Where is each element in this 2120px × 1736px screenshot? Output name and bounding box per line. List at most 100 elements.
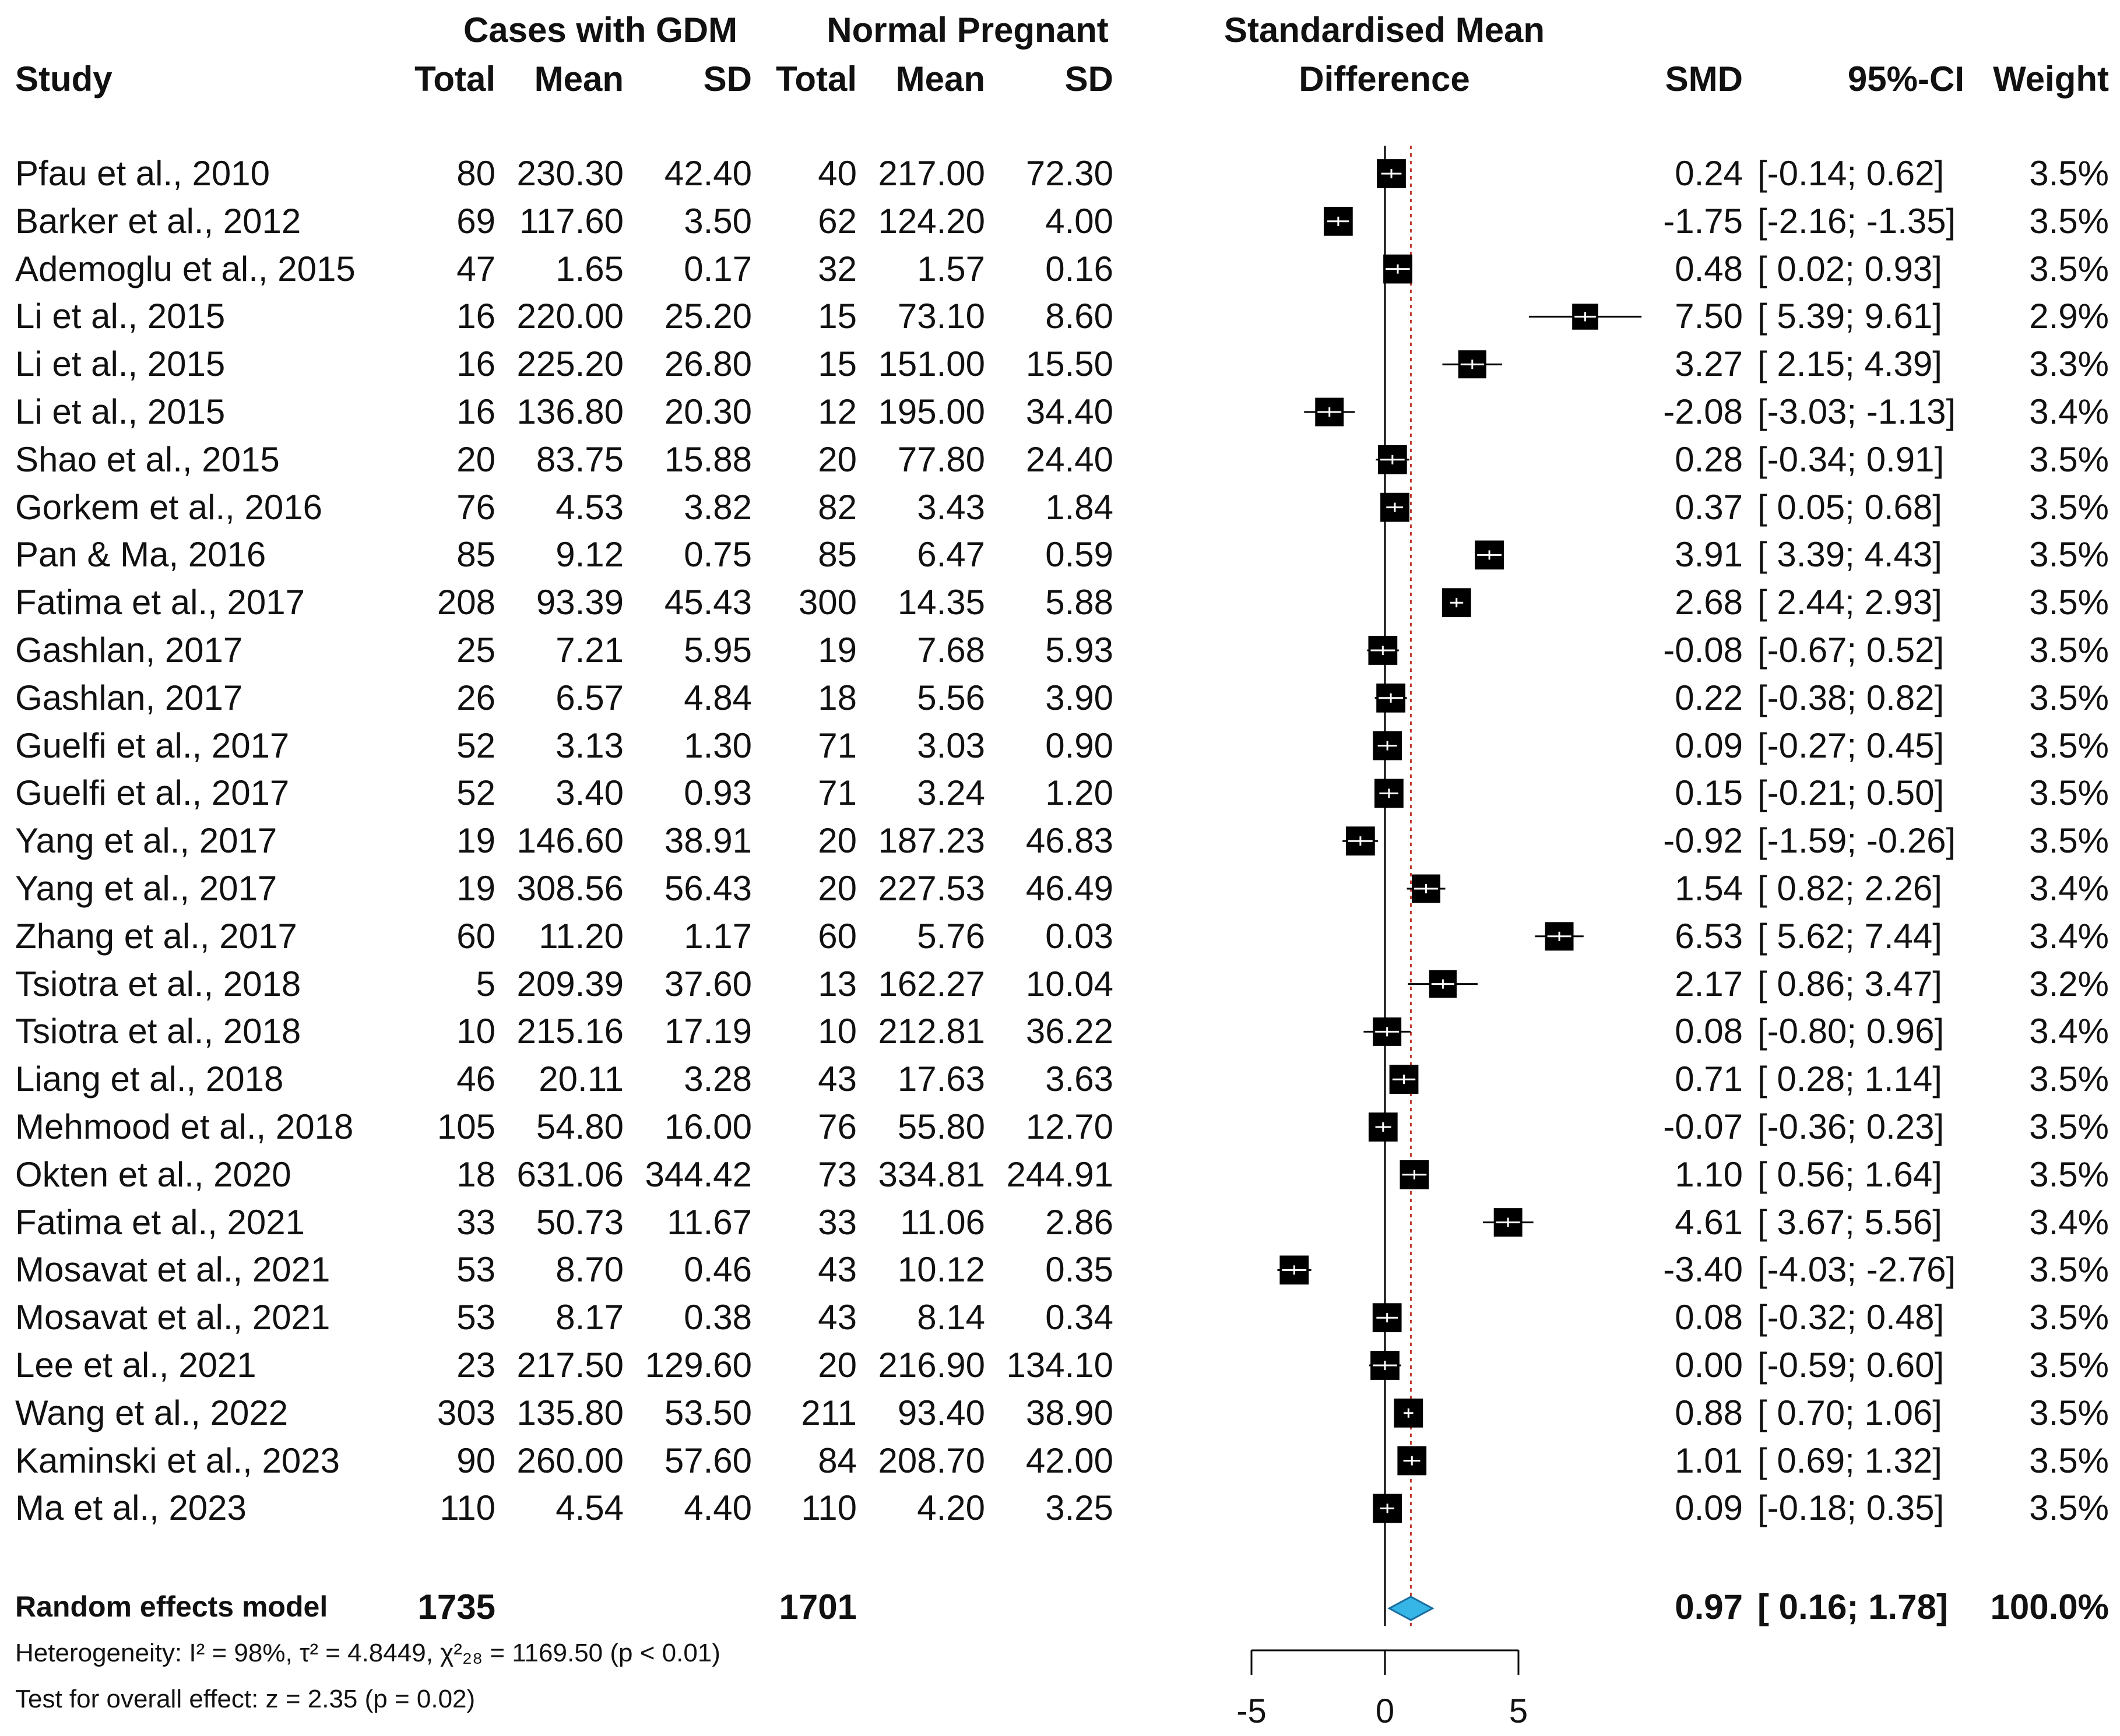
row-sd2: 1.20 <box>1045 773 1113 813</box>
row-smd: 0.08 <box>1675 1012 1743 1051</box>
col-mean2: Mean <box>895 59 985 98</box>
row-mean1: 209.39 <box>516 964 624 1003</box>
row-smd: 3.27 <box>1675 344 1743 384</box>
row-total1: 19 <box>456 821 495 861</box>
row-weight: 3.4% <box>2029 869 2109 908</box>
row-total2: 20 <box>818 439 857 479</box>
row-mean1: 1.65 <box>556 249 624 288</box>
row-ci: [-3.03; -1.13] <box>1757 392 1956 431</box>
row-total2: 71 <box>818 773 857 813</box>
row-sd2: 15.50 <box>1025 344 1113 384</box>
row-smd: 0.00 <box>1675 1346 1743 1385</box>
col-sd2: SD <box>1064 59 1113 98</box>
row-sd1: 37.60 <box>664 964 752 1003</box>
col-total1: Total <box>414 59 495 98</box>
row-ci: [ 3.67; 5.56] <box>1757 1202 1942 1242</box>
row-total1: 19 <box>456 869 495 908</box>
row-ci: [ 0.05; 0.68] <box>1757 487 1942 527</box>
row-smd: 0.24 <box>1675 154 1743 193</box>
row-total1: 33 <box>456 1202 495 1242</box>
row-sd1: 0.17 <box>684 249 752 288</box>
row-weight: 3.5% <box>2029 1441 2109 1480</box>
row-sd2: 34.40 <box>1025 392 1113 431</box>
row-ci: [-4.03; -2.76] <box>1757 1250 1956 1290</box>
row-weight: 3.4% <box>2029 1012 2109 1051</box>
summary-smd: 0.97 <box>1675 1587 1743 1626</box>
row-mean2: 5.76 <box>917 916 985 956</box>
row-mean1: 215.16 <box>516 1012 624 1051</box>
row-mean1: 146.60 <box>516 821 624 861</box>
row-total2: 76 <box>818 1107 857 1146</box>
row-mean2: 7.68 <box>917 631 985 670</box>
row-ci: [-0.38; 0.82] <box>1757 678 1945 717</box>
row-weight: 3.5% <box>2029 678 2109 717</box>
row-study: Guelfi et al., 2017 <box>15 726 290 765</box>
row-mean1: 7.21 <box>556 631 624 670</box>
row-sd2: 3.25 <box>1045 1488 1113 1528</box>
row-total2: 73 <box>818 1154 857 1194</box>
row-ci: [-0.21; 0.50] <box>1757 773 1945 813</box>
row-study: Mosavat et al., 2021 <box>15 1298 331 1337</box>
row-study: Wang et al., 2022 <box>15 1393 289 1432</box>
row-smd: 1.10 <box>1675 1154 1743 1194</box>
row-mean2: 8.14 <box>917 1298 985 1337</box>
row-sd2: 4.00 <box>1045 201 1113 241</box>
summary-total2: 1701 <box>779 1587 857 1626</box>
row-total1: 110 <box>440 1488 495 1528</box>
col-total2: Total <box>776 59 857 98</box>
row-ci: [ 0.56; 1.64] <box>1757 1154 1942 1194</box>
row-total2: 13 <box>818 964 857 1003</box>
row-weight: 3.4% <box>2029 1202 2109 1242</box>
row-smd: 3.91 <box>1675 535 1743 575</box>
row-smd: -2.08 <box>1663 392 1743 431</box>
row-mean1: 11.20 <box>539 916 624 956</box>
row-smd: 0.09 <box>1675 1488 1743 1528</box>
row-sd2: 46.49 <box>1025 869 1113 908</box>
row-weight: 3.5% <box>2029 1059 2109 1099</box>
row-ci: [ 3.39; 4.43] <box>1757 535 1942 575</box>
row-study: Yang et al., 2017 <box>15 869 277 908</box>
row-study: Pan & Ma, 2016 <box>15 535 266 575</box>
row-sd2: 42.00 <box>1025 1441 1113 1480</box>
row-study: Yang et al., 2017 <box>15 821 277 861</box>
row-total2: 85 <box>818 535 857 575</box>
row-total1: 53 <box>456 1250 495 1290</box>
row-sd1: 56.43 <box>664 869 752 908</box>
row-smd: 1.01 <box>1675 1441 1743 1480</box>
row-total1: 47 <box>456 249 495 288</box>
row-study: Kaminski et al., 2023 <box>15 1441 340 1480</box>
row-mean1: 9.12 <box>556 535 624 575</box>
row-sd2: 24.40 <box>1025 439 1113 479</box>
x-tick-label: -5 <box>1236 1692 1267 1730</box>
row-weight: 3.5% <box>2029 1488 2109 1528</box>
row-sd1: 0.93 <box>684 773 752 813</box>
row-mean2: 6.47 <box>917 535 985 575</box>
row-weight: 3.3% <box>2029 344 2109 384</box>
row-weight: 3.5% <box>2029 821 2109 861</box>
row-mean1: 50.73 <box>536 1202 624 1242</box>
row-smd: 0.08 <box>1675 1298 1743 1337</box>
row-smd: 0.22 <box>1675 678 1743 717</box>
row-weight: 3.5% <box>2029 249 2109 288</box>
summary-total1: 1735 <box>417 1587 495 1626</box>
row-sd2: 38.90 <box>1025 1393 1113 1432</box>
row-ci: [ 2.15; 4.39] <box>1757 344 1942 384</box>
row-mean1: 225.20 <box>516 344 624 384</box>
row-mean1: 230.30 <box>516 154 624 193</box>
row-weight: 3.5% <box>2029 1393 2109 1432</box>
row-sd1: 45.43 <box>664 583 752 622</box>
row-study: Okten et al., 2020 <box>15 1154 291 1194</box>
row-mean2: 3.43 <box>917 487 985 527</box>
row-sd1: 26.80 <box>664 344 752 384</box>
row-total1: 5 <box>476 964 495 1003</box>
row-sd1: 1.17 <box>684 916 752 956</box>
row-total1: 26 <box>456 678 495 717</box>
row-study: Zhang et al., 2017 <box>15 916 297 956</box>
row-mean2: 10.12 <box>897 1250 985 1290</box>
pooled-diamond <box>1387 1596 1435 1621</box>
row-ci: [ 0.86; 3.47] <box>1757 964 1942 1003</box>
row-smd: 0.09 <box>1675 726 1743 765</box>
row-sd2: 0.16 <box>1045 249 1113 288</box>
group1-header: Cases with GDM <box>463 10 738 50</box>
